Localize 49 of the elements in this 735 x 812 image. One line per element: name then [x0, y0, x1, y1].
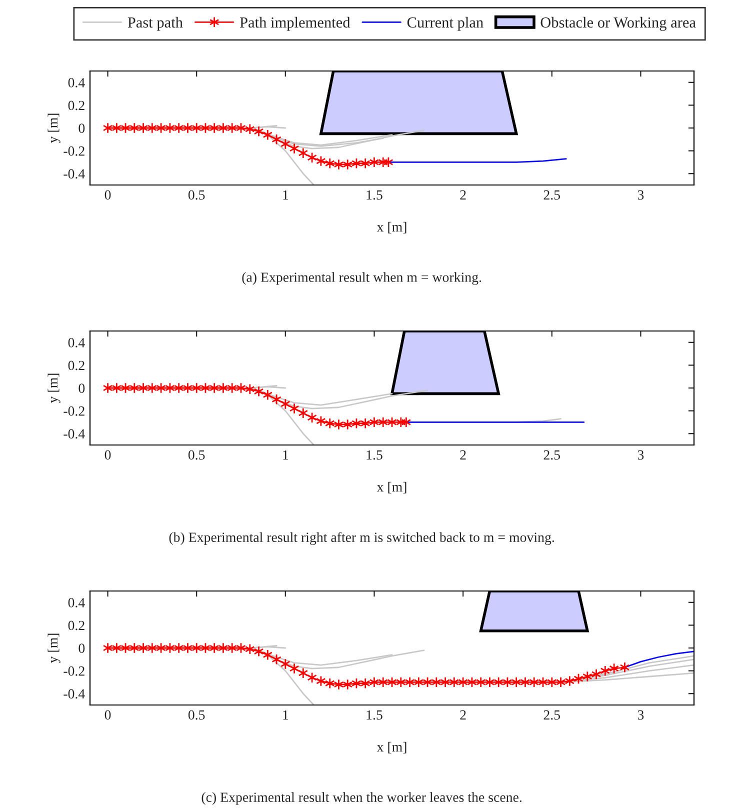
x-tick-label: 1: [283, 450, 288, 460]
y-tick-label: -0.2: [64, 406, 84, 416]
y-tick-label: 0.2: [68, 360, 84, 370]
x-tick-label: 2: [460, 450, 466, 460]
y-tick-label: 0.4: [68, 338, 85, 348]
y-tick-label: 0.2: [68, 620, 84, 630]
y-tick-label: 0: [78, 644, 85, 653]
y-tick-label: -0.2: [64, 666, 84, 676]
y-tick-label: -0.2: [64, 146, 84, 156]
x-tick-label: 0: [104, 190, 111, 200]
y-tick-label: 0: [78, 124, 85, 133]
x-tick-label: 3: [638, 710, 644, 720]
x-axis-title: x [m]: [376, 482, 406, 494]
x-tick-label: 0.5: [188, 450, 205, 460]
x-tick-label: 3: [638, 450, 644, 460]
x-tick-label: 2.5: [544, 190, 560, 200]
x-axis-title: x [m]: [376, 222, 406, 234]
y-axis-title: y [m]: [48, 114, 60, 144]
x-tick-label: 1.5: [366, 450, 382, 460]
y-tick-label: -0.4: [64, 169, 85, 179]
x-tick-label: 2.5: [544, 450, 560, 460]
y-tick-label: 0.4: [68, 78, 85, 88]
x-tick-label: 1.5: [366, 710, 382, 720]
x-tick-label: 1: [283, 190, 288, 200]
y-tick-label: 0.2: [68, 100, 84, 110]
x-axis-title: x [m]: [376, 742, 406, 754]
y-axis-title: y [m]: [48, 374, 60, 404]
y-tick-label: -0.4: [64, 689, 85, 699]
y-tick-label: 0.4: [68, 598, 85, 608]
x-tick-label: 1: [283, 710, 288, 720]
x-tick-label: 0.5: [188, 190, 205, 200]
x-tick-label: 1.5: [366, 190, 382, 200]
x-tick-label: 0.5: [188, 710, 205, 720]
x-tick-label: 0: [104, 710, 111, 720]
text: (c) Experimental result when the worker leaves the scene.: [202, 792, 522, 805]
x-tick-label: 3: [638, 190, 644, 200]
legend-label: Obstacle or Working area: [540, 16, 696, 31]
y-tick-label: 0: [78, 384, 85, 393]
x-tick-label: 2: [460, 710, 466, 720]
legend-label: Past path: [128, 16, 183, 31]
x-tick-label: 2.5: [544, 710, 560, 720]
legend-label: Current plan: [407, 16, 484, 31]
legend-label: Path implemented: [240, 16, 350, 31]
x-tick-label: 2: [460, 190, 466, 200]
y-axis-title: y [m]: [48, 634, 60, 664]
text: (a) Experimental result when m = working.: [242, 272, 482, 285]
text: (b) Experimental result right after m is switched back to m = moving.: [169, 532, 554, 545]
x-tick-label: 0: [104, 450, 111, 460]
y-tick-label: -0.4: [64, 429, 85, 439]
